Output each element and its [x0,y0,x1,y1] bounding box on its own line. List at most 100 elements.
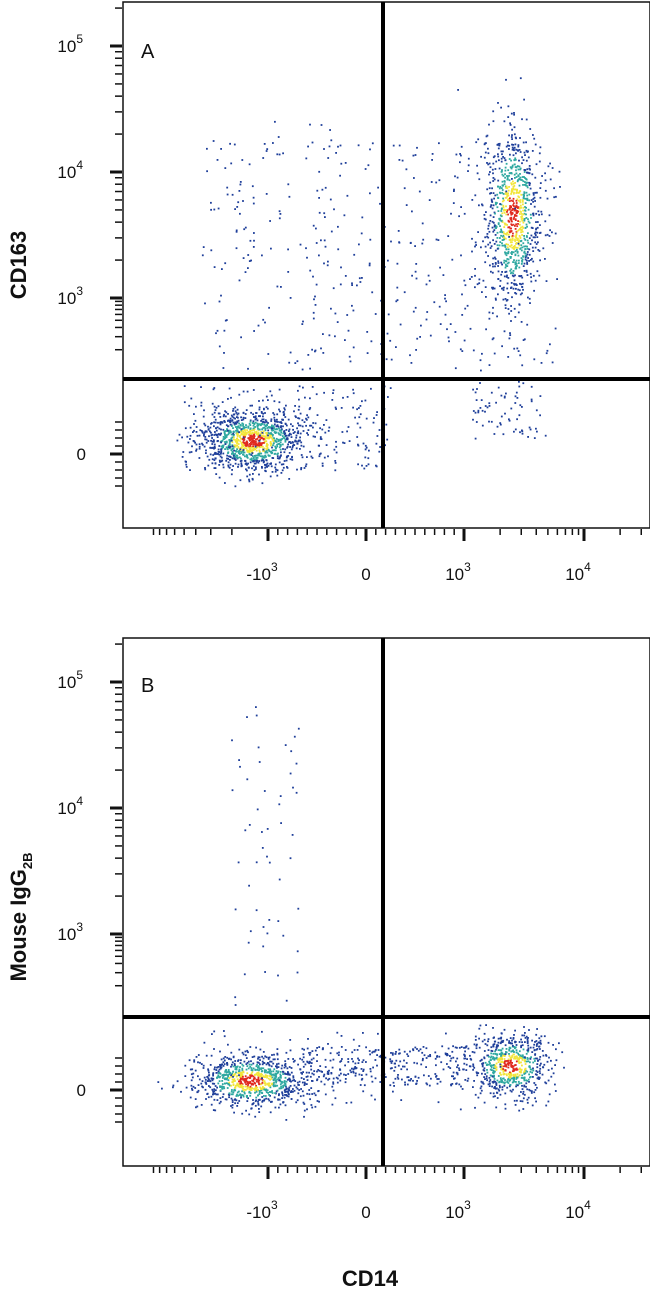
event-dot [499,1093,502,1096]
event-dot [203,431,206,434]
event-dot [176,439,179,442]
event-dot [503,275,506,278]
event-dot [528,1080,530,1083]
event-dot [215,1072,218,1074]
event-dot [474,1035,477,1038]
event-dot [504,271,507,273]
event-dot [353,1067,356,1070]
event-dot [503,180,506,183]
event-dot [515,243,517,245]
event-dot [528,199,530,202]
event-dot [279,1079,282,1082]
x-tick-base: 10 [565,565,584,584]
event-dot [526,1088,529,1091]
event-dot [450,1084,453,1087]
event-dot [209,446,212,449]
event-dot [226,193,229,196]
event-dot [403,1065,406,1068]
event-dot [412,154,415,157]
event-dot [376,435,379,437]
event-dot [284,1064,286,1066]
event-dot [449,1055,451,1057]
event-dot [240,463,243,466]
event-dot [312,426,314,429]
event-dot [330,1046,333,1049]
event-dot [456,1046,458,1049]
event-dot [308,1053,311,1056]
event-dot [422,238,425,241]
event-dot [231,789,234,792]
event-dot [249,930,252,933]
event-dot [246,1100,249,1102]
event-dot [217,1082,220,1085]
event-dot [301,1058,304,1061]
event-dot [537,241,539,244]
event-dot [233,444,236,447]
event-dot [242,433,245,435]
event-dot [467,170,469,172]
event-dot [461,350,464,352]
event-dot [531,227,534,229]
event-dot [292,432,295,434]
event-dot [212,1093,214,1096]
event-dot [197,1084,200,1086]
event-dot [502,298,505,301]
event-dot [513,112,515,114]
event-dot [497,262,500,264]
event-dot [256,808,259,811]
event-dot [520,213,523,215]
event-dot [510,193,512,195]
event-dot [499,191,501,194]
event-dot [508,200,511,202]
event-dot [237,1072,240,1074]
event-dot [298,417,301,420]
event-dot [306,432,308,434]
event-dot [253,456,255,459]
event-dot [492,230,495,233]
event-dot [344,1081,347,1084]
event-dot [483,1056,486,1059]
event-dot [239,1079,242,1082]
event-dot [529,1046,532,1049]
event-dot [253,1074,256,1076]
event-dot [279,443,282,446]
event-dot [516,1073,519,1075]
event-dot [293,1079,295,1081]
event-dot [507,141,509,144]
event-dot [288,1066,291,1068]
event-dot [505,145,508,148]
event-dot [500,394,503,397]
event-dot [237,1060,239,1062]
event-dot [231,441,234,444]
event-dot [517,288,520,291]
event-dot [224,262,227,265]
event-dot [398,159,401,161]
event-dot [285,1085,287,1088]
event-dot [224,1082,226,1085]
event-dot [298,385,301,388]
event-dot [404,1083,406,1086]
event-dot [224,415,227,418]
event-dot [414,306,417,309]
event-dot [504,246,507,248]
x-axis: -1030103104105 [152,1167,643,1222]
event-dot [227,458,229,460]
event-dot [260,1088,263,1090]
event-dot [281,469,284,472]
event-dot [298,1080,301,1083]
event-dot [213,459,216,461]
event-dot [520,1082,523,1084]
event-dot [502,156,504,158]
event-dot [314,349,317,352]
event-dot [459,348,462,351]
event-dot [444,294,446,296]
event-dot [252,1075,255,1078]
event-dot [528,184,531,186]
event-dot [489,220,492,222]
event-dot [265,435,267,438]
event-dot [395,346,397,348]
event-dot [256,433,258,436]
event-dot [518,149,521,151]
event-dot [213,1048,215,1050]
event-dot [229,456,232,458]
